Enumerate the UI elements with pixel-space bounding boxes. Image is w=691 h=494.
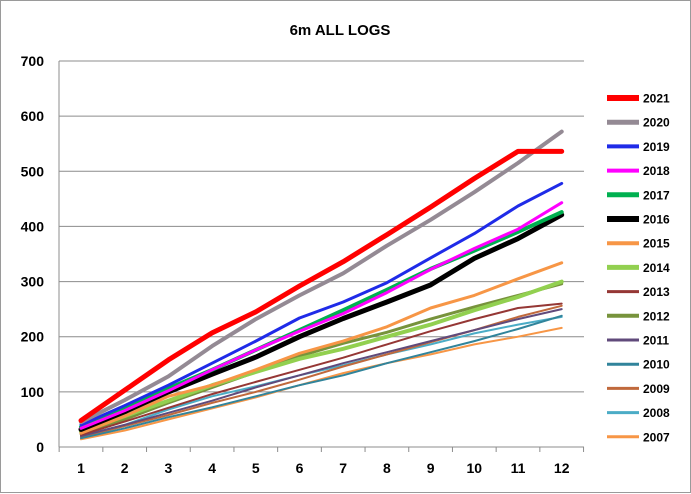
x-tick-label: 8 <box>383 460 391 476</box>
legend-label-2020: 2020 <box>643 116 670 130</box>
series-line-2007 <box>80 326 563 441</box>
legend-label-2015: 2015 <box>643 237 670 251</box>
series-line-2014 <box>79 279 564 434</box>
grid-layer <box>59 60 584 393</box>
y-tick-label: 300 <box>21 274 45 290</box>
x-tick-label: 5 <box>252 460 260 476</box>
y-tick-label: 400 <box>21 218 45 234</box>
y-tick-label: 600 <box>21 108 45 124</box>
x-tick-label: 9 <box>427 460 435 476</box>
series-line-2010 <box>80 314 563 440</box>
series-line-2013 <box>80 302 563 436</box>
legend-label-2007: 2007 <box>643 430 670 444</box>
legend-label-2014: 2014 <box>643 261 670 275</box>
series-line-2020 <box>79 129 564 425</box>
x-tick-label: 4 <box>208 460 216 476</box>
series-line-2008 <box>80 315 563 437</box>
x-tick-label: 2 <box>121 460 129 476</box>
y-tick-label: 100 <box>21 384 45 400</box>
series-line-2012 <box>79 282 564 436</box>
x-tick-label: 10 <box>467 460 483 476</box>
legend-label-2019: 2019 <box>643 140 670 154</box>
legend-label-2009: 2009 <box>643 382 670 396</box>
legend-label-2011: 2011 <box>643 334 669 348</box>
y-tick-label: 200 <box>21 329 45 345</box>
x-tick-label: 3 <box>165 460 173 476</box>
chart-title: 6m ALL LOGS <box>290 22 391 39</box>
series-line-2015 <box>79 261 564 435</box>
series-line-2011 <box>80 308 563 437</box>
legend-label-2021: 2021 <box>643 92 670 106</box>
y-tick-label: 0 <box>36 439 44 455</box>
x-tick-label: 11 <box>511 460 526 476</box>
legend-label-2008: 2008 <box>643 406 670 420</box>
legend-label-2013: 2013 <box>643 285 670 299</box>
legend-label-2010: 2010 <box>643 358 670 372</box>
legend-label-2018: 2018 <box>643 164 670 178</box>
series-line-2021 <box>78 148 565 423</box>
series-line-2018 <box>79 201 564 430</box>
legend-label-2017: 2017 <box>643 188 670 202</box>
series-line-2019 <box>79 181 564 427</box>
y-tick-label: 700 <box>21 53 45 69</box>
legend: 2021 2020 2019 2018 2017 2016 2015 2014 2013 2012… <box>607 92 670 444</box>
legend-label-2012: 2012 <box>643 309 670 323</box>
series-layer <box>78 129 565 441</box>
x-tick-label: 6 <box>296 460 304 476</box>
legend-label-2016: 2016 <box>643 213 670 227</box>
series-line-2017 <box>79 210 564 430</box>
x-tick-label: 12 <box>554 460 570 476</box>
x-tick-label: 7 <box>339 460 347 476</box>
x-tick-label: 1 <box>77 460 85 476</box>
y-tick-label: 500 <box>21 163 45 179</box>
